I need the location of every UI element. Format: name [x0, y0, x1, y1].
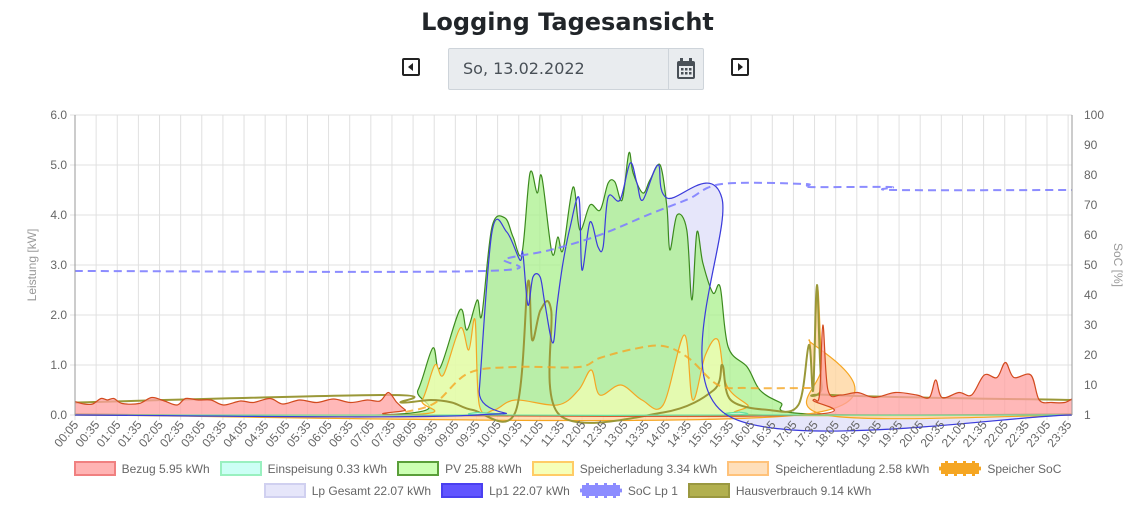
- legend-label: Speicherladung 3.34 kWh: [579, 461, 718, 476]
- legend-item[interactable]: Einspeisung 0.33 kWh: [219, 461, 388, 476]
- legend-label: Lp1 22.07 kWh: [489, 483, 570, 498]
- legend-label: Speicherentladung 2.58 kWh: [775, 461, 930, 476]
- legend-label: Hausverbrauch 9.14 kWh: [735, 483, 872, 498]
- legend-item[interactable]: SoC Lp 1: [579, 483, 678, 498]
- right-tick-label: 60: [1084, 228, 1098, 242]
- series-speichersoc: [405, 344, 812, 413]
- caret-left-icon: [408, 63, 413, 71]
- soclp1-dashed-line: [74, 181, 1072, 273]
- legend-swatch: [219, 461, 262, 476]
- legend-swatch: [263, 483, 306, 498]
- legend-item[interactable]: Speicher SoC: [939, 461, 1061, 476]
- legend-swatch: [531, 461, 574, 476]
- right-tick-label: 40: [1084, 288, 1098, 302]
- right-tick-label: 1: [1084, 408, 1091, 422]
- left-tick-label: 5.0: [50, 158, 67, 172]
- right-tick-label: 90: [1084, 138, 1098, 152]
- x-tick-label: 10:35: [495, 418, 525, 450]
- legend-label: Einspeisung 0.33 kWh: [267, 461, 388, 476]
- legend-item[interactable]: Speicherentladung 2.58 kWh: [727, 461, 929, 476]
- right-tick-label: 10: [1084, 378, 1098, 392]
- right-tick-label: 80: [1084, 168, 1098, 182]
- legend-item[interactable]: Speicherladung 3.34 kWh: [531, 461, 718, 476]
- legend-row-2: Lp Gesamt 22.07 kWh Lp1 22.07 kWh SoC Lp 1…: [0, 483, 1135, 498]
- bezug-area: [74, 324, 1072, 417]
- left-tick-label: 6.0: [50, 108, 67, 122]
- legend-row-1: Bezug 5.95 kWh Einspeisung 0.33 kWh PV 25.…: [0, 461, 1135, 476]
- left-tick-label: 4.0: [50, 208, 67, 222]
- chart-series: [74, 151, 1073, 432]
- left-tick-label: 0.0: [50, 408, 67, 422]
- right-tick-label: 30: [1084, 318, 1098, 332]
- legend-item[interactable]: Lp Gesamt 22.07 kWh: [263, 483, 432, 498]
- date-picker[interactable]: So, 13.02.2022: [448, 48, 704, 90]
- left-tick-label: 1.0: [50, 358, 67, 372]
- speichersoc-dashed-line: [405, 344, 812, 413]
- pv-area: [74, 152, 1072, 416]
- series-soclp1: [74, 181, 1072, 273]
- pv-line: [74, 151, 1072, 417]
- left-axis-title: Leistung [kW]: [25, 229, 39, 302]
- legend-label: Speicher SoC: [987, 461, 1062, 476]
- legend-item[interactable]: Lp1 22.07 kWh: [441, 483, 570, 498]
- legend-label: PV 25.88 kWh: [445, 461, 522, 476]
- left-tick-label: 2.0: [50, 308, 67, 322]
- legend-swatch: [579, 483, 622, 498]
- legend-item[interactable]: Hausverbrauch 9.14 kWh: [687, 483, 872, 498]
- page-title: Logging Tagesansicht: [421, 8, 714, 36]
- legend-swatch: [939, 461, 982, 476]
- series-haus: [74, 279, 1072, 424]
- einspeisung-line: [74, 411, 1072, 416]
- left-tick-label: 3.0: [50, 258, 67, 272]
- laden-area: [74, 318, 1072, 417]
- legend-label: Lp Gesamt 22.07 kWh: [311, 483, 432, 498]
- x-tick-label: 23:35: [1044, 418, 1074, 450]
- series-pv: [74, 151, 1072, 417]
- legend-swatch: [727, 461, 770, 476]
- date-input[interactable]: So, 13.02.2022: [463, 59, 585, 78]
- caret-right-icon: [738, 63, 743, 71]
- lp1-line: [74, 162, 1072, 432]
- right-tick-label: 50: [1084, 258, 1098, 272]
- legend-swatch: [73, 461, 116, 476]
- calendar-button[interactable]: [668, 49, 703, 89]
- bezug-line: [74, 324, 1073, 417]
- series-einspeisung: [74, 411, 1072, 416]
- series-bezug: [74, 324, 1073, 417]
- legend-label: SoC Lp 1: [627, 483, 678, 498]
- next-day-button[interactable]: [731, 58, 749, 76]
- legend-swatch: [441, 483, 484, 498]
- series-lp1: [74, 162, 1072, 432]
- legend-item[interactable]: PV 25.88 kWh: [397, 461, 522, 476]
- previous-day-button[interactable]: [402, 58, 420, 76]
- calendar-icon: [677, 58, 695, 79]
- legend-swatch: [397, 461, 440, 476]
- legend-label: Bezug 5.95 kWh: [121, 461, 210, 476]
- legend-item[interactable]: Bezug 5.95 kWh: [73, 461, 210, 476]
- right-tick-label: 100: [1084, 108, 1104, 122]
- legend-swatch: [687, 483, 730, 498]
- right-tick-label: 70: [1084, 198, 1098, 212]
- right-tick-label: 20: [1084, 348, 1098, 362]
- right-axis-title: SoC [%]: [1111, 243, 1125, 287]
- haus-line: [74, 279, 1072, 424]
